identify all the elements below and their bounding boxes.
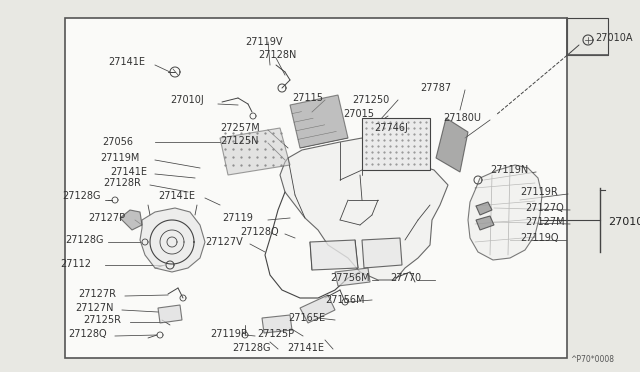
Polygon shape [436, 118, 468, 172]
Text: 27127P: 27127P [88, 213, 125, 223]
Text: 27128Q: 27128Q [240, 227, 278, 237]
Text: 27127V: 27127V [205, 237, 243, 247]
Text: 27127N: 27127N [75, 303, 113, 313]
Text: 27141E: 27141E [110, 167, 147, 177]
Text: 27746J: 27746J [374, 123, 408, 133]
Text: 27015: 27015 [343, 109, 374, 119]
Polygon shape [362, 238, 402, 268]
FancyBboxPatch shape [65, 18, 567, 358]
Polygon shape [476, 202, 492, 215]
Text: 27180U: 27180U [443, 113, 481, 123]
Text: 27010: 27010 [608, 217, 640, 227]
Text: 27127R: 27127R [78, 289, 116, 299]
Text: 27770: 27770 [390, 273, 421, 283]
Text: 27128G: 27128G [62, 191, 100, 201]
Polygon shape [262, 315, 292, 333]
Text: 27056: 27056 [102, 137, 133, 147]
Text: 27756M: 27756M [330, 273, 370, 283]
Text: 27119V: 27119V [245, 37, 282, 47]
Text: 27115: 27115 [292, 93, 323, 103]
Text: 27112: 27112 [60, 259, 91, 269]
Polygon shape [158, 305, 182, 323]
Text: 27128G: 27128G [65, 235, 104, 245]
Text: 27127Q: 27127Q [525, 203, 564, 213]
Text: 27119M: 27119M [100, 153, 140, 163]
Polygon shape [290, 95, 348, 148]
Polygon shape [280, 138, 448, 280]
Text: 27119N: 27119N [490, 165, 528, 175]
Text: 27119R: 27119R [520, 187, 557, 197]
Text: 271250: 271250 [352, 95, 389, 105]
Text: 27119Q: 27119Q [520, 233, 559, 243]
Text: 27010J: 27010J [170, 95, 204, 105]
Text: 27125N: 27125N [220, 136, 259, 146]
Text: 27156M: 27156M [325, 295, 365, 305]
Polygon shape [567, 18, 608, 55]
Text: 27119P: 27119P [210, 329, 247, 339]
Text: 27128G: 27128G [232, 343, 271, 353]
Text: 27141E: 27141E [158, 191, 195, 201]
Text: 27125R: 27125R [83, 315, 121, 325]
Text: 27128N: 27128N [258, 50, 296, 60]
Text: 27141E: 27141E [287, 343, 324, 353]
Polygon shape [120, 210, 142, 230]
Text: 27128Q: 27128Q [68, 329, 107, 339]
Polygon shape [140, 208, 205, 272]
Text: ^P70*0008: ^P70*0008 [570, 356, 614, 365]
Text: 27141E: 27141E [108, 57, 145, 67]
Text: 27127M: 27127M [525, 217, 564, 227]
Polygon shape [468, 165, 542, 260]
Polygon shape [335, 268, 370, 286]
Text: 27165E: 27165E [288, 313, 325, 323]
Text: 27125P: 27125P [257, 329, 294, 339]
Text: 27257M: 27257M [220, 123, 260, 133]
Text: 27119: 27119 [222, 213, 253, 223]
Text: 27787: 27787 [420, 83, 451, 93]
Polygon shape [300, 295, 335, 323]
Polygon shape [310, 240, 358, 270]
Polygon shape [220, 128, 290, 175]
FancyBboxPatch shape [362, 118, 430, 170]
Text: 27128R: 27128R [103, 178, 141, 188]
Text: 27010A: 27010A [595, 33, 632, 43]
Polygon shape [476, 216, 494, 230]
